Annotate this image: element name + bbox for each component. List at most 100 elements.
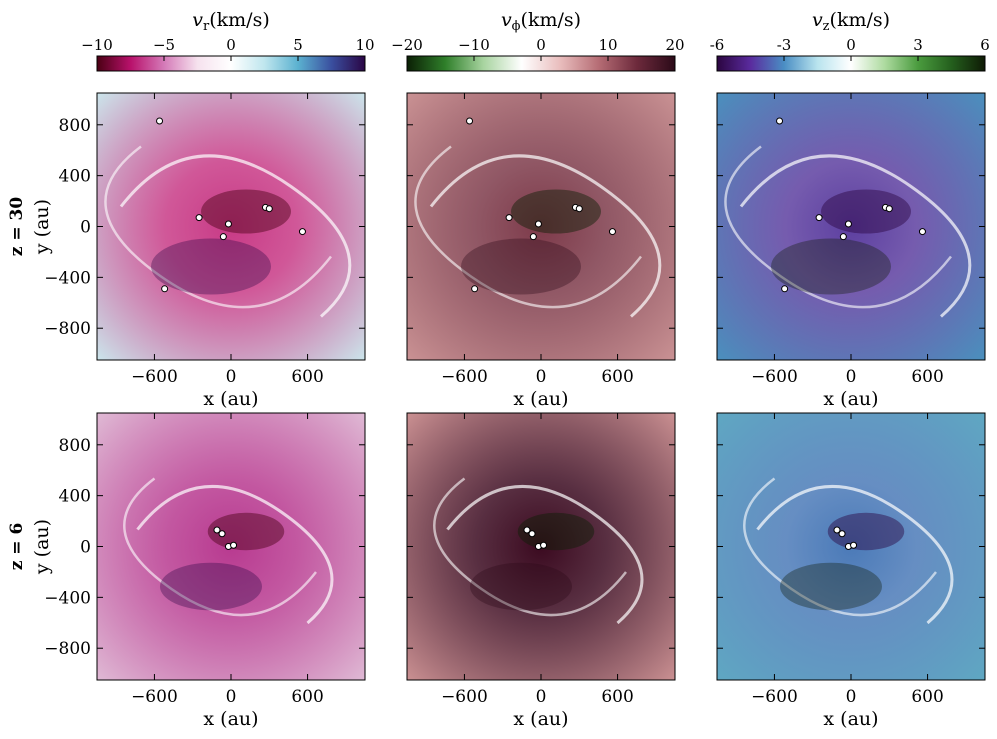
- flow-feature: [470, 562, 572, 611]
- row-label: z = 6: [7, 523, 27, 571]
- spiral-arm: [414, 145, 642, 309]
- spiral-arm: [429, 154, 662, 318]
- colorbar-tick-label: 6: [980, 36, 990, 54]
- x-tick-label: 600: [601, 687, 633, 707]
- sink-particle: [218, 530, 226, 538]
- sink-particle: [224, 220, 232, 228]
- y-tick-label: 0: [80, 538, 91, 558]
- y-tick-label: −400: [44, 588, 91, 608]
- colorbar-tick-label: 20: [665, 36, 684, 54]
- spiral-arm: [756, 484, 954, 625]
- spiral-arm: [739, 154, 972, 318]
- x-axis-label: x (au): [823, 388, 878, 410]
- x-tick-label: −600: [131, 687, 178, 707]
- colorbar-tick-label: -3: [777, 36, 792, 54]
- spiral-arm: [743, 477, 937, 617]
- sink-particle: [466, 117, 474, 125]
- x-tick-label: −600: [441, 367, 488, 387]
- sink-particle: [156, 117, 164, 125]
- x-axis-label: x (au): [513, 708, 568, 730]
- spiral-arm: [104, 145, 332, 309]
- heatmap-panel-vr-row0: [97, 93, 365, 360]
- sink-particle: [298, 228, 306, 236]
- colorbar-tick-label: −10: [81, 36, 113, 54]
- sink-particle: [505, 214, 513, 222]
- y-tick-label: −400: [44, 268, 91, 288]
- flow-feature: [511, 189, 601, 234]
- y-tick-label: 800: [59, 116, 91, 136]
- y-tick-label: 400: [59, 487, 91, 507]
- flow-feature: [821, 189, 911, 234]
- y-tick-label: −800: [44, 319, 91, 339]
- x-axis-label: x (au): [203, 388, 258, 410]
- flow-feature: [151, 238, 271, 295]
- sink-particle: [839, 233, 847, 241]
- x-tick-label: 0: [226, 367, 237, 387]
- flow-feature: [461, 238, 581, 295]
- sink-particle: [265, 205, 273, 213]
- sink-particle: [833, 526, 841, 534]
- colorbar-tick-label: −10: [458, 36, 490, 54]
- x-tick-label: 0: [846, 367, 857, 387]
- sink-particle: [608, 228, 616, 236]
- y-tick-label: 400: [59, 167, 91, 187]
- sink-particle: [918, 228, 926, 236]
- x-tick-label: 600: [291, 687, 323, 707]
- x-tick-label: 600: [911, 367, 943, 387]
- flow-feature: [160, 562, 262, 611]
- colorbar-tick-label: −20: [391, 36, 423, 54]
- sink-particle: [230, 541, 238, 549]
- x-axis-label: x (au): [823, 708, 878, 730]
- sink-particle: [815, 214, 823, 222]
- spiral-arm: [136, 484, 334, 625]
- sink-particle: [776, 117, 784, 125]
- colorbar-tick-label: -6: [710, 36, 725, 54]
- x-tick-label: −600: [441, 687, 488, 707]
- colorbar-tick-label: −5: [153, 36, 175, 54]
- x-axis-label: x (au): [203, 708, 258, 730]
- y-axis-label: y (au): [31, 519, 53, 575]
- sink-particle: [471, 285, 479, 293]
- row-label: z = 30: [7, 197, 27, 257]
- x-tick-label: −600: [131, 367, 178, 387]
- x-tick-label: 0: [226, 687, 237, 707]
- colorbar-tick-label: 5: [293, 36, 303, 54]
- x-tick-label: 600: [291, 367, 323, 387]
- x-tick-label: 600: [911, 687, 943, 707]
- heatmap-panel-vz-row0: [717, 93, 985, 360]
- sink-particle: [838, 530, 846, 538]
- flow-feature: [780, 562, 882, 611]
- x-tick-label: −600: [751, 687, 798, 707]
- sink-particle: [195, 214, 203, 222]
- sink-particle: [161, 285, 169, 293]
- x-tick-label: 0: [536, 367, 547, 387]
- sink-particle: [575, 205, 583, 213]
- heatmap-panel-vphi-row0: [407, 93, 675, 360]
- colorbar-title-vphi: vϕ(km/s): [501, 9, 581, 34]
- sink-particle: [219, 233, 227, 241]
- y-tick-label: −800: [44, 639, 91, 659]
- sink-particle: [885, 205, 893, 213]
- sink-particle: [850, 541, 858, 549]
- colorbar-title-vz: vz(km/s): [812, 9, 890, 34]
- colorbar-title-vr: vr(km/s): [192, 9, 269, 34]
- x-tick-label: 0: [536, 687, 547, 707]
- x-tick-label: 600: [601, 367, 633, 387]
- x-tick-label: 0: [846, 687, 857, 707]
- sink-particle: [540, 541, 548, 549]
- heatmap-panel-vphi-row1: [407, 413, 675, 680]
- heatmap-panel-vr-row1: [97, 413, 365, 680]
- sink-particle: [844, 220, 852, 228]
- spiral-arm: [123, 477, 317, 617]
- spiral-arm: [724, 145, 952, 309]
- x-axis-label: x (au): [513, 388, 568, 410]
- colorbar-tick-label: 10: [355, 36, 374, 54]
- sink-particle: [528, 530, 536, 538]
- spiral-arm: [446, 484, 644, 625]
- flow-feature: [827, 512, 905, 551]
- flow-feature: [207, 512, 285, 551]
- flow-feature: [771, 238, 891, 295]
- sink-particle: [534, 220, 542, 228]
- colorbar-tick-label: 0: [846, 36, 856, 54]
